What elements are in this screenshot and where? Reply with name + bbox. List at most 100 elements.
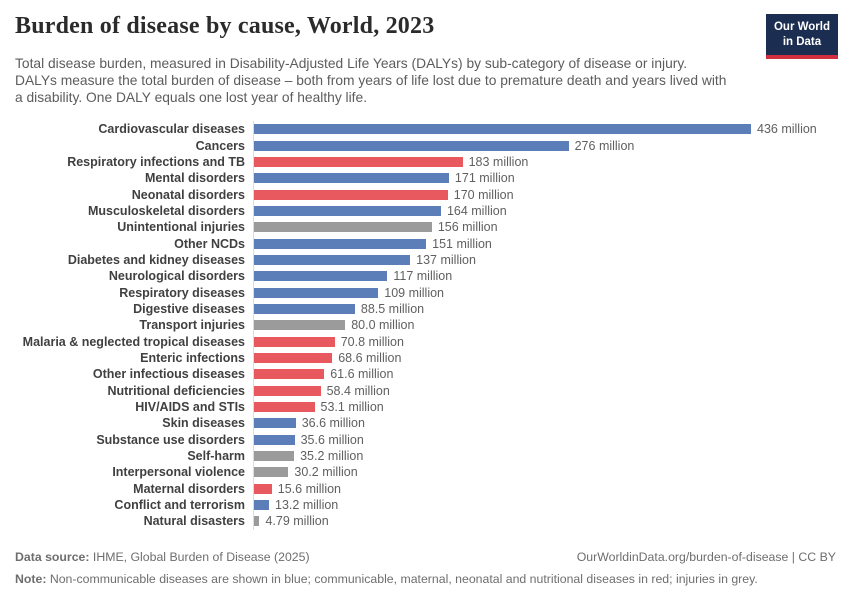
chart-row: Mental disorders 171 million	[0, 170, 850, 187]
value-label: 35.6 million	[300, 432, 364, 447]
bar-area: 58.4 million	[253, 382, 390, 399]
owid-url-link[interactable]: OurWorldinData.org/burden-of-disease | C…	[576, 550, 836, 564]
value-label: 58.4 million	[326, 383, 390, 398]
value-label: 35.2 million	[300, 449, 364, 464]
bar-area: 15.6 million	[253, 480, 341, 497]
owid-logo-line2: in Data	[782, 35, 822, 48]
bar-area: 80.0 million	[253, 317, 414, 334]
category-label: Unintentional injuries	[117, 220, 245, 235]
bar-area: 117 million	[253, 268, 453, 285]
bar-area: 276 million	[253, 137, 635, 154]
category-label: Mental disorders	[144, 171, 245, 186]
bar[interactable]	[254, 500, 270, 511]
bar[interactable]	[254, 516, 260, 527]
data-source-text: IHME, Global Burden of Disease (2025)	[89, 550, 310, 564]
chart-row: Self-harm 35.2 million	[0, 447, 850, 465]
bar[interactable]	[254, 189, 448, 200]
note-prefix: Note:	[15, 572, 47, 586]
bar[interactable]	[254, 173, 449, 184]
bar[interactable]	[254, 467, 289, 478]
value-label: 170 million	[453, 187, 514, 202]
category-label: Self-harm	[187, 449, 245, 464]
page-title: Burden of disease by cause, World, 2023	[15, 13, 435, 39]
note-text: Non-communicable diseases are shown in b…	[46, 572, 758, 586]
category-label: Conflict and terrorism	[114, 498, 245, 513]
bar-chart: Cardiovascular diseases 436 million Cancer…	[0, 121, 850, 530]
owid-logo[interactable]: Our World in Data	[765, 14, 838, 59]
bar[interactable]	[254, 336, 335, 347]
chart-row: Diabetes and kidney diseases 137 million	[0, 251, 850, 269]
bar[interactable]	[254, 402, 315, 413]
chart-row: Musculoskeletal disorders 164 million	[0, 202, 850, 220]
bar[interactable]	[254, 140, 569, 151]
chart-row: Skin diseases 36.6 million	[0, 415, 850, 432]
bar-area: 436 million	[253, 121, 817, 138]
bar-area: 61.6 million	[253, 366, 394, 383]
value-label: 276 million	[574, 138, 635, 153]
bar-area: 68.6 million	[253, 349, 402, 367]
bar-area: 53.1 million	[253, 398, 384, 416]
chart-row: Digestive diseases 88.5 million	[0, 300, 850, 318]
chart-row: HIV/AIDS and STIs 53.1 million	[0, 398, 850, 416]
category-label: Neonatal disorders	[131, 187, 245, 202]
bar[interactable]	[254, 451, 295, 462]
category-label: Skin diseases	[162, 416, 245, 431]
value-label: 53.1 million	[320, 400, 384, 415]
chart-row: Other infectious diseases 61.6 million	[0, 366, 850, 383]
bar[interactable]	[254, 271, 388, 282]
category-label: Enteric infections	[140, 350, 245, 365]
bar-area: 183 million	[253, 153, 528, 171]
category-label: Other NCDs	[174, 236, 245, 251]
bar-area: 88.5 million	[253, 300, 424, 318]
value-label: 164 million	[446, 203, 507, 218]
value-label: 117 million	[393, 269, 453, 284]
chart-row: Neurological disorders 117 million	[0, 268, 850, 285]
bar-area: 137 million	[253, 251, 476, 269]
chart-row: Nutritional deficiencies 58.4 million	[0, 382, 850, 399]
category-label: Respiratory diseases	[119, 285, 245, 300]
bar[interactable]	[254, 418, 296, 429]
value-label: 4.79 million	[265, 514, 329, 529]
value-label: 13.2 million	[275, 498, 339, 513]
bar[interactable]	[254, 205, 441, 216]
category-label: Musculoskeletal disorders	[87, 203, 245, 218]
bar[interactable]	[254, 483, 272, 494]
category-label: HIV/AIDS and STIs	[135, 400, 245, 415]
bar[interactable]	[254, 287, 379, 298]
category-label: Transport injuries	[139, 318, 245, 333]
value-label: 137 million	[416, 252, 476, 267]
chart-row: Cardiovascular diseases 436 million	[0, 121, 850, 138]
bar[interactable]	[254, 254, 411, 265]
value-label: 70.8 million	[340, 334, 404, 349]
category-label: Interpersonal violence	[112, 465, 245, 480]
bar-area: 164 million	[253, 202, 507, 220]
bar-area: 170 million	[253, 186, 514, 203]
page-subtitle: Total disease burden, measured in Disabi…	[15, 56, 727, 105]
bar[interactable]	[254, 385, 321, 396]
bar[interactable]	[254, 303, 355, 314]
bar[interactable]	[254, 156, 463, 167]
bar-area: 30.2 million	[253, 464, 358, 481]
value-label: 36.6 million	[301, 416, 365, 431]
bar[interactable]	[254, 352, 333, 363]
bar[interactable]	[254, 434, 295, 445]
bar[interactable]	[254, 124, 751, 135]
bar[interactable]	[254, 238, 427, 249]
value-label: 61.6 million	[330, 367, 394, 382]
bar[interactable]	[254, 369, 325, 380]
category-label: Substance use disorders	[96, 432, 245, 447]
category-label: Diabetes and kidney diseases	[67, 252, 245, 267]
bar[interactable]	[254, 320, 346, 331]
chart-row: Unintentional injuries 156 million	[0, 219, 850, 236]
chart-row: Natural disasters 4.79 million	[0, 513, 850, 530]
data-source: Data source: IHME, Global Burden of Dise…	[15, 550, 310, 564]
category-label: Natural disasters	[143, 514, 245, 529]
chart-row: Substance use disorders 35.6 million	[0, 431, 850, 448]
chart-row: Malaria & neglected tropical diseases 70.…	[0, 333, 850, 350]
value-label: 68.6 million	[338, 350, 402, 365]
chart-row: Enteric infections 68.6 million	[0, 349, 850, 367]
bar-area: 151 million	[253, 235, 492, 252]
bar-area: 36.6 million	[253, 415, 365, 432]
bar[interactable]	[254, 222, 432, 233]
